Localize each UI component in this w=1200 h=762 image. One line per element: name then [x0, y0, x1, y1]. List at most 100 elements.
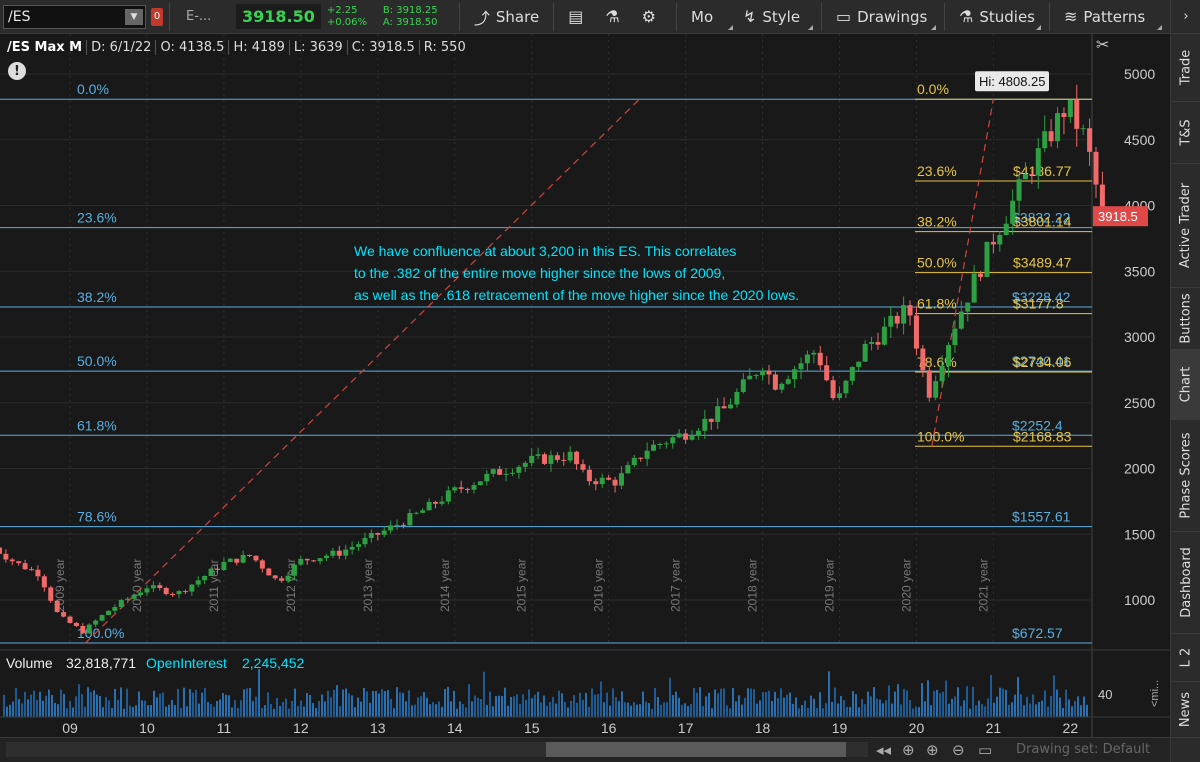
volume-bar — [894, 691, 896, 717]
fib-small-level-value: $3177.8 — [1013, 296, 1064, 312]
candle-body — [291, 564, 297, 576]
candle-body — [144, 588, 150, 593]
candle-body — [772, 374, 778, 390]
timeframe-button[interactable]: Mo — [683, 0, 735, 34]
volume-bar — [108, 700, 110, 717]
volume-bar — [900, 704, 902, 717]
fib-small-level-label: 61.8% — [917, 296, 957, 312]
alert-icon[interactable]: ! — [8, 62, 26, 80]
volume-bar — [303, 706, 305, 717]
volume-bar — [183, 687, 185, 717]
volume-bar — [207, 702, 209, 717]
volume-bar — [264, 705, 266, 717]
candle-body — [497, 469, 503, 475]
scrollbar-thumb[interactable] — [546, 742, 846, 757]
style-button[interactable]: ↯ Style — [735, 0, 815, 34]
candle-body — [1061, 113, 1067, 118]
fib-small-level-value: $3489.47 — [1013, 255, 1072, 271]
volume-bar — [600, 681, 602, 717]
candle-body — [388, 525, 394, 531]
rail-tab-active-trader[interactable]: Active Trader — [1171, 164, 1200, 288]
volume-bar — [249, 687, 251, 717]
annotation-text-line: to the .382 of the entire move higher si… — [354, 265, 725, 281]
share-button[interactable]: ⤴ Share — [466, 0, 547, 34]
volume-bar — [531, 698, 533, 717]
fib-small-level-label: 38.2% — [917, 214, 957, 230]
volume-bar — [456, 708, 458, 717]
volume-bar — [519, 704, 521, 717]
save-chart-button[interactable]: ▤ — [560, 0, 597, 34]
price-chart[interactable]: 1000150020002500300035004000450050002008… — [0, 34, 1170, 737]
drawings-icon: ▭ — [836, 7, 852, 26]
candle-body — [458, 487, 464, 489]
volume-bar — [573, 695, 575, 717]
candle-body — [946, 345, 952, 367]
chevron-down-icon[interactable]: ▼ — [125, 8, 143, 25]
change-box: +2.25 +0.06% — [327, 5, 377, 29]
volume-bar — [387, 690, 389, 717]
candle-body — [138, 592, 144, 596]
crosshair-icon[interactable]: ⊕ — [902, 741, 915, 759]
scroll-left-icon[interactable]: ◂◂ — [876, 741, 892, 759]
volume-bar — [66, 708, 68, 717]
candle-body — [779, 383, 785, 390]
volume-bar — [315, 708, 317, 717]
volume-bar — [87, 687, 89, 717]
drawing-set-label[interactable]: Drawing set: Default — [1016, 742, 1151, 757]
fib-level-value: $3228.42 — [1012, 289, 1071, 305]
flask-button[interactable]: ⚗ — [597, 0, 633, 34]
volume-bar — [459, 701, 461, 717]
drawings-button[interactable]: ▭ Drawings — [828, 0, 938, 34]
time-tick-label: 22 — [1063, 720, 1079, 736]
year-marker-label: 2015 year — [515, 559, 529, 612]
volume-bar — [984, 706, 986, 717]
horizontal-scrollbar[interactable] — [6, 742, 868, 757]
rail-tab-phase-scores[interactable]: Phase Scores — [1171, 420, 1200, 532]
candle-body — [554, 455, 560, 460]
rail-tab-news[interactable]: News — [1171, 682, 1200, 738]
rail-tab-ts[interactable]: T&S — [1171, 102, 1200, 164]
link-flag-icon[interactable]: 0 — [151, 7, 163, 26]
candle-body — [830, 380, 836, 399]
candle-body — [933, 381, 939, 398]
candle-body — [279, 578, 285, 581]
volume-bar — [90, 692, 92, 717]
volume-bar — [216, 700, 218, 717]
rail-tab-trade[interactable]: Trade — [1171, 34, 1200, 102]
volume-bar — [855, 694, 857, 717]
volume-bar — [1047, 706, 1049, 717]
settings-button[interactable]: ⚙ — [634, 0, 670, 34]
rail-tab-chart[interactable]: Chart — [1171, 350, 1200, 420]
zoom-out-icon[interactable]: ⊖ — [952, 741, 965, 759]
symbol-selector[interactable]: /ES ▼ — [3, 4, 146, 29]
volume-bar — [738, 695, 740, 717]
info-close: C: 3918.5 — [346, 39, 419, 55]
volume-bar — [864, 704, 866, 717]
fib-level-label: 61.8% — [77, 417, 117, 433]
rail-tab-buttons[interactable]: Buttons — [1171, 288, 1200, 350]
candle-body — [336, 550, 342, 556]
candle-body — [420, 510, 426, 513]
reset-zoom-icon[interactable]: ▭ — [978, 741, 993, 759]
candle-body — [465, 488, 471, 490]
volume-bar — [51, 694, 53, 717]
rail-collapse-button[interactable]: › — [1171, 0, 1200, 34]
volume-bar — [651, 708, 653, 717]
volume-bar — [243, 689, 245, 717]
time-tick-label: 19 — [832, 720, 848, 736]
volume-bar — [402, 692, 404, 717]
volume-bar — [246, 688, 248, 717]
candle-body — [54, 600, 60, 613]
zoom-in-icon[interactable]: ⊕ — [926, 741, 939, 759]
rail-tab-dashboard[interactable]: Dashboard — [1171, 532, 1200, 634]
volume-bar — [849, 706, 851, 717]
candle-body — [920, 348, 926, 371]
volume-bar — [195, 689, 197, 717]
volume-bar — [1074, 701, 1076, 717]
volume-bar — [111, 708, 113, 717]
volume-bar — [84, 706, 86, 717]
volume-bar — [735, 701, 737, 717]
patterns-button[interactable]: ≋ Patterns — [1056, 0, 1164, 34]
rail-tab-l2[interactable]: L 2 — [1171, 634, 1200, 682]
studies-button[interactable]: ⚗ Studies — [951, 0, 1043, 34]
